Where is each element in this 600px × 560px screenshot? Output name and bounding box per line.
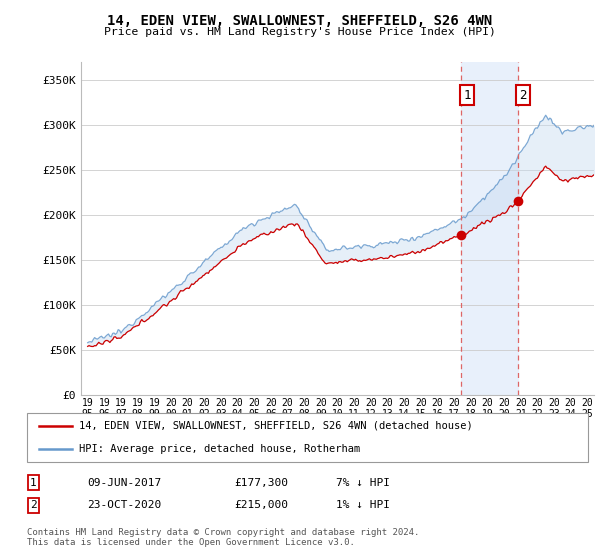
- Text: 1: 1: [30, 478, 37, 488]
- Text: 1% ↓ HPI: 1% ↓ HPI: [336, 500, 390, 510]
- Text: Contains HM Land Registry data © Crown copyright and database right 2024.
This d: Contains HM Land Registry data © Crown c…: [27, 528, 419, 547]
- Text: 7% ↓ HPI: 7% ↓ HPI: [336, 478, 390, 488]
- Text: 23-OCT-2020: 23-OCT-2020: [87, 500, 161, 510]
- Text: £215,000: £215,000: [234, 500, 288, 510]
- Text: 2: 2: [30, 500, 37, 510]
- Text: 09-JUN-2017: 09-JUN-2017: [87, 478, 161, 488]
- Text: HPI: Average price, detached house, Rotherham: HPI: Average price, detached house, Roth…: [79, 444, 361, 454]
- Text: £177,300: £177,300: [234, 478, 288, 488]
- Bar: [461, 62, 518, 395]
- Text: 1: 1: [463, 88, 470, 101]
- Text: 14, EDEN VIEW, SWALLOWNEST, SHEFFIELD, S26 4WN: 14, EDEN VIEW, SWALLOWNEST, SHEFFIELD, S…: [107, 14, 493, 28]
- Text: 2: 2: [519, 88, 527, 101]
- Text: 14, EDEN VIEW, SWALLOWNEST, SHEFFIELD, S26 4WN (detached house): 14, EDEN VIEW, SWALLOWNEST, SHEFFIELD, S…: [79, 421, 473, 431]
- Text: Price paid vs. HM Land Registry's House Price Index (HPI): Price paid vs. HM Land Registry's House …: [104, 27, 496, 38]
